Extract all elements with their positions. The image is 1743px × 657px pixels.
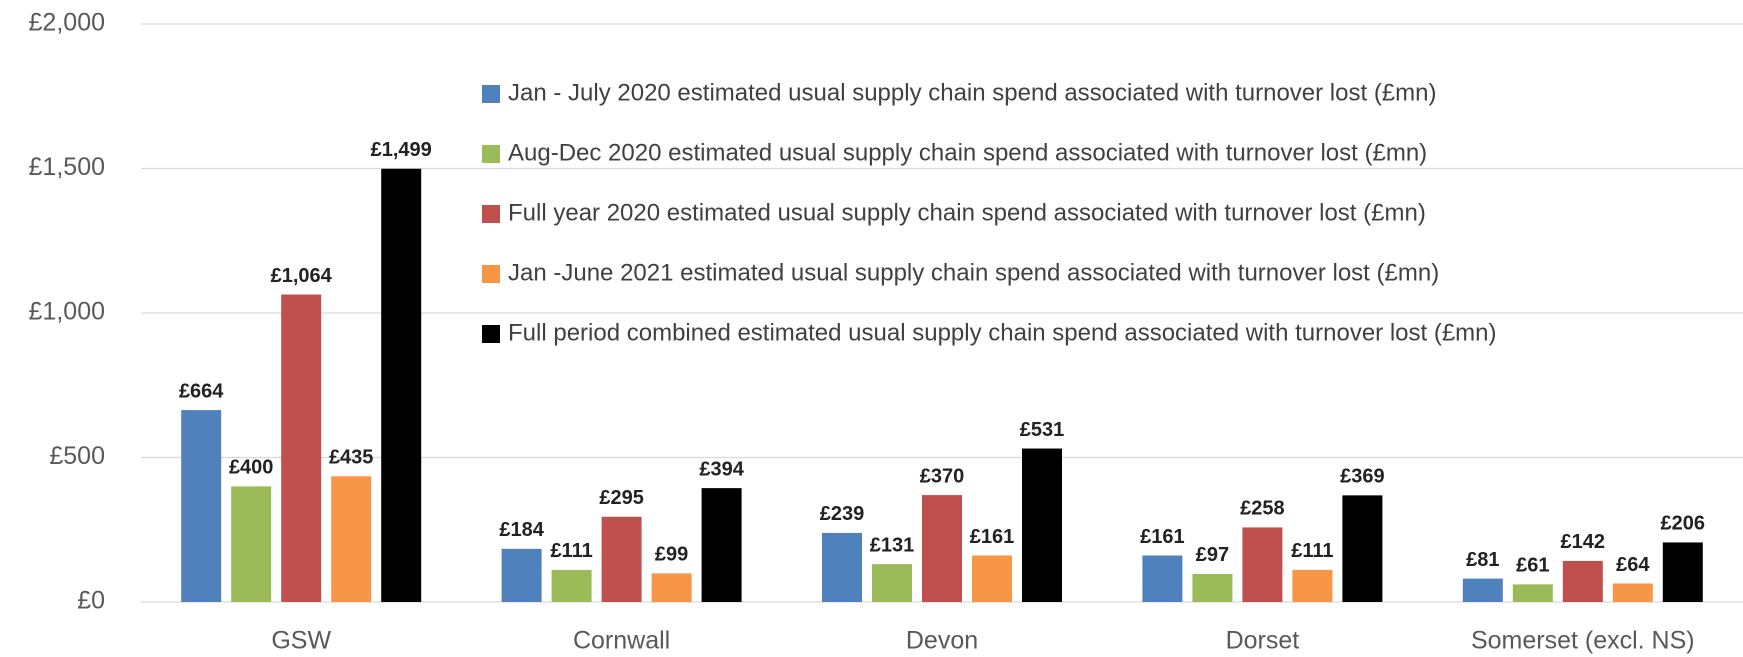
bar — [1142, 555, 1183, 602]
x-tick-label: Cornwall — [573, 627, 670, 655]
data-label: £435 — [329, 447, 374, 469]
x-tick-label: Somerset (excl. NS) — [1471, 627, 1695, 655]
legend-swatch — [482, 85, 500, 103]
data-label: £239 — [820, 503, 865, 525]
legend-swatch — [482, 205, 500, 223]
bar — [601, 516, 642, 602]
bar — [651, 573, 692, 602]
legend-label: Full period combined estimated usual sup… — [508, 319, 1497, 346]
bar — [1342, 495, 1383, 602]
bar — [1562, 560, 1603, 602]
legend-swatch — [482, 145, 500, 163]
bar — [822, 532, 862, 602]
bar — [551, 569, 592, 602]
y-tick-label: £1,000 — [29, 298, 105, 326]
bar — [1612, 583, 1653, 602]
bar — [281, 294, 322, 602]
data-label: £206 — [1661, 513, 1706, 535]
legend-label: Jan - July 2020 estimated usual supply c… — [508, 79, 1437, 106]
data-label: £61 — [1516, 555, 1549, 577]
y-tick-label: £1,500 — [29, 153, 105, 181]
data-label: £142 — [1561, 531, 1606, 553]
legend-label: Aug-Dec 2020 estimated usual supply chai… — [508, 139, 1427, 166]
data-label: £111 — [1291, 540, 1333, 562]
data-label: £400 — [229, 457, 274, 479]
data-label: £295 — [599, 487, 644, 509]
data-label: £370 — [920, 465, 965, 487]
bar — [1662, 542, 1703, 602]
data-label: £1,064 — [271, 265, 333, 287]
x-tick-label: Dorset — [1226, 627, 1300, 655]
y-tick-label: £2,000 — [29, 9, 105, 37]
data-label: £1,499 — [371, 139, 432, 161]
data-label: £258 — [1240, 498, 1285, 520]
data-label: £161 — [970, 526, 1015, 548]
bar — [1242, 527, 1283, 602]
bar — [501, 548, 542, 602]
bar — [1192, 573, 1233, 602]
data-label: £531 — [1020, 419, 1065, 441]
y-tick-label: £500 — [49, 442, 105, 470]
bar — [1462, 578, 1503, 602]
bar — [972, 555, 1012, 602]
data-label: £97 — [1196, 544, 1229, 566]
bar — [1022, 448, 1062, 602]
x-tick-label: Devon — [906, 627, 978, 655]
bar — [872, 564, 912, 602]
bar — [1292, 569, 1333, 602]
data-label: £99 — [655, 544, 688, 566]
legend-swatch — [482, 325, 500, 343]
bar — [701, 488, 742, 602]
data-label: £111 — [550, 540, 592, 562]
bar — [231, 486, 272, 602]
data-label: £64 — [1616, 554, 1650, 576]
data-label: £131 — [870, 534, 915, 556]
data-label: £664 — [179, 380, 224, 402]
x-tick-label: GSW — [271, 627, 331, 655]
bar — [181, 410, 222, 602]
legend-label: Jan -June 2021 estimated usual supply ch… — [508, 259, 1439, 286]
data-label: £369 — [1340, 466, 1385, 488]
bar — [922, 495, 962, 602]
data-label: £161 — [1140, 526, 1185, 548]
bar — [1512, 584, 1553, 602]
bar — [381, 168, 422, 602]
bar — [331, 476, 372, 602]
data-label: £81 — [1466, 549, 1499, 571]
legend-label: Full year 2020 estimated usual supply ch… — [508, 199, 1426, 226]
legend-swatch — [482, 265, 500, 283]
data-label: £394 — [699, 458, 744, 480]
data-label: £184 — [499, 519, 544, 541]
y-tick-label: £0 — [77, 587, 105, 615]
